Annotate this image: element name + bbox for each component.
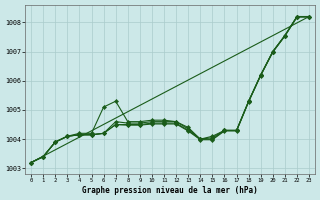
X-axis label: Graphe pression niveau de la mer (hPa): Graphe pression niveau de la mer (hPa) <box>82 186 258 195</box>
